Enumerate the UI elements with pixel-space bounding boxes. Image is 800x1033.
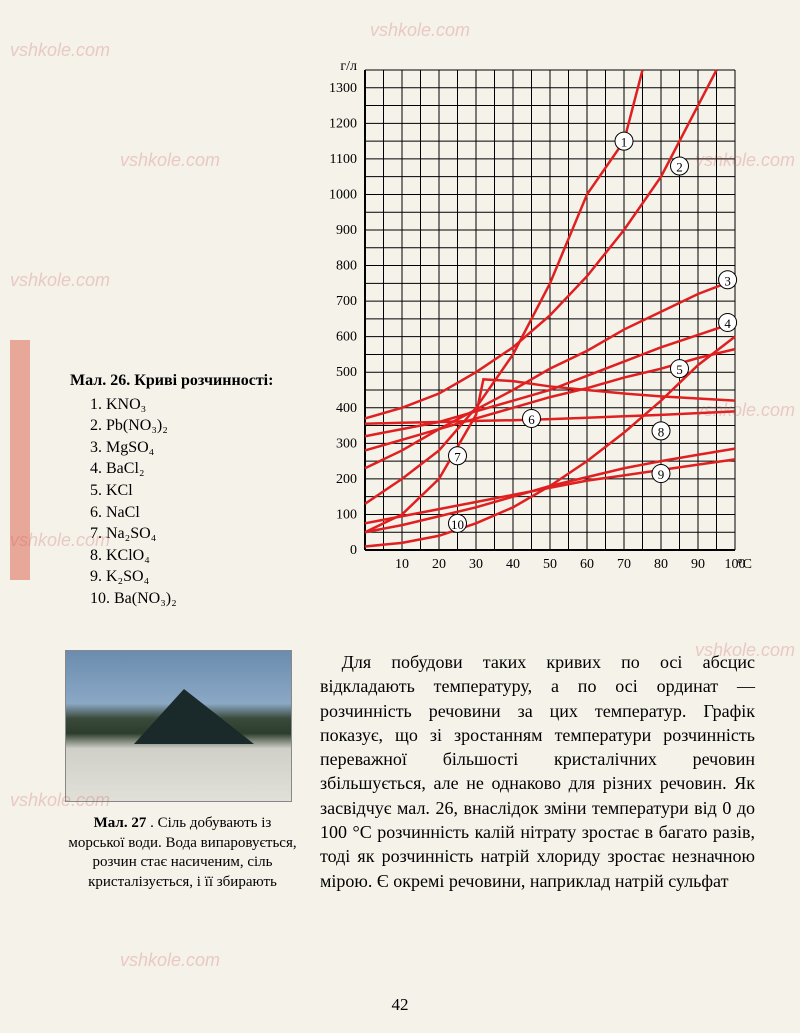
watermark: vshkole.com (10, 270, 110, 291)
svg-text:80: 80 (654, 557, 668, 572)
svg-text:60: 60 (580, 557, 594, 572)
svg-text:0: 0 (350, 543, 357, 558)
page-root: Мал. 26. Криві розчинності: 1. KNO₃2. Pb… (0, 0, 800, 1033)
photo-salt-harvest (65, 650, 292, 802)
svg-text:6: 6 (528, 412, 535, 427)
svg-text:600: 600 (336, 330, 357, 345)
svg-text:1300: 1300 (329, 81, 357, 96)
watermark: vshkole.com (120, 150, 220, 171)
legend-item: 10. Ba(NO₃)₂ (90, 588, 320, 610)
svg-text:400: 400 (336, 401, 357, 416)
svg-text:20: 20 (432, 557, 446, 572)
svg-text:4: 4 (724, 316, 731, 331)
svg-text:10: 10 (395, 557, 409, 572)
watermark: vshkole.com (120, 950, 220, 971)
svg-text:1200: 1200 (329, 116, 357, 131)
photo-caption: Мал. 27 . Сіль добувають із морської вод… (65, 814, 300, 892)
legend-item: 9. K₂SO₄ (90, 566, 320, 588)
svg-text:1000: 1000 (329, 187, 357, 202)
legend-fig-num: Мал. 26 (70, 372, 126, 389)
svg-text:1100: 1100 (330, 152, 357, 167)
svg-text:3: 3 (724, 273, 731, 288)
svg-text:9: 9 (658, 467, 665, 482)
svg-text:1: 1 (621, 135, 628, 150)
page-number: 42 (0, 995, 800, 1015)
side-tab (10, 340, 30, 580)
svg-text:300: 300 (336, 436, 357, 451)
svg-text:700: 700 (336, 294, 357, 309)
legend-title: Мал. 26. Криві розчинності: (70, 370, 320, 392)
svg-text:°C: °C (737, 557, 752, 572)
svg-text:5: 5 (676, 362, 683, 377)
photo-block: Мал. 27 . Сіль добувають із морської вод… (65, 650, 300, 892)
svg-text:2: 2 (676, 160, 683, 175)
body-paragraph: Для побудови таких кривих по осі абсцис … (320, 650, 755, 893)
svg-text:500: 500 (336, 365, 357, 380)
caption-title: Мал. 27 (94, 815, 147, 831)
watermark: vshkole.com (370, 20, 470, 41)
legend-item: 3. MgSO₄ (90, 437, 320, 459)
svg-text:90: 90 (691, 557, 705, 572)
legend-item: 4. BaCl₂ (90, 458, 320, 480)
legend-item: 6. NaCl (90, 502, 320, 524)
solubility-chart: 0 100 200 300 400 500 600 700 800 900 1000 1100 1200… (315, 60, 755, 590)
svg-text:30: 30 (469, 557, 483, 572)
svg-text:70: 70 (617, 557, 631, 572)
svg-text:50: 50 (543, 557, 557, 572)
watermark: vshkole.com (10, 40, 110, 61)
svg-text:40: 40 (506, 557, 520, 572)
svg-text:г/л: г/л (340, 60, 357, 74)
svg-text:100: 100 (336, 507, 357, 522)
chart-legend: Мал. 26. Криві розчинності: 1. KNO₃2. Pb… (70, 370, 320, 610)
svg-text:7: 7 (454, 449, 461, 464)
chart-svg: 0 100 200 300 400 500 600 700 800 900 1000 1100 1200… (315, 60, 755, 590)
svg-text:8: 8 (658, 424, 665, 439)
svg-text:10: 10 (451, 517, 464, 532)
svg-text:800: 800 (336, 259, 357, 274)
legend-item: 7. Na₂SO₄ (90, 523, 320, 545)
svg-text:200: 200 (336, 472, 357, 487)
legend-item: 2. Pb(NO₃)₂ (90, 415, 320, 437)
legend-list: 1. KNO₃2. Pb(NO₃)₂3. MgSO₄4. BaCl₂5. KCl… (90, 394, 320, 610)
legend-item: 1. KNO₃ (90, 394, 320, 416)
legend-item: 5. KCl (90, 480, 320, 502)
legend-title-text: . Криві розчинності: (126, 372, 273, 389)
svg-text:900: 900 (336, 223, 357, 238)
legend-item: 8. KClO₄ (90, 545, 320, 567)
